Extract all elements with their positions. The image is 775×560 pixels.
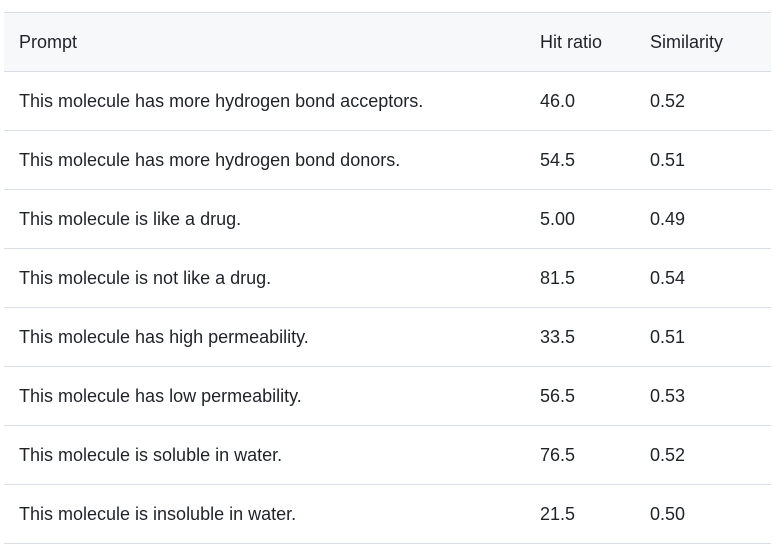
cell-prompt: This molecule has more hydrogen bond don… bbox=[4, 130, 527, 190]
cell-prompt: This molecule has more hydrogen bond acc… bbox=[4, 71, 527, 131]
cell-prompt: This molecule is not like a drug. bbox=[4, 248, 527, 308]
cell-similarity: 0.52 bbox=[637, 425, 771, 485]
table-row: This molecule is insoluble in water. 21.… bbox=[4, 484, 771, 544]
cell-similarity: 0.52 bbox=[637, 71, 771, 131]
cell-hit-ratio: 46.0 bbox=[527, 71, 637, 131]
header-row: Prompt Hit ratio Similarity bbox=[4, 12, 771, 72]
table-header: Prompt Hit ratio Similarity bbox=[4, 12, 771, 72]
table-row: This molecule is like a drug. 5.00 0.49 bbox=[4, 189, 771, 249]
results-table-container: Prompt Hit ratio Similarity This molecul… bbox=[4, 12, 771, 544]
header-prompt: Prompt bbox=[4, 12, 527, 72]
cell-prompt: This molecule is soluble in water. bbox=[4, 425, 527, 485]
results-table: Prompt Hit ratio Similarity This molecul… bbox=[4, 12, 771, 544]
table-row: This molecule has more hydrogen bond acc… bbox=[4, 71, 771, 131]
cell-similarity: 0.51 bbox=[637, 307, 771, 367]
header-similarity: Similarity bbox=[637, 12, 771, 72]
table-row: This molecule has more hydrogen bond don… bbox=[4, 130, 771, 190]
cell-prompt: This molecule is insoluble in water. bbox=[4, 484, 527, 544]
table-body: This molecule has more hydrogen bond acc… bbox=[4, 71, 771, 544]
cell-prompt: This molecule has low permeability. bbox=[4, 366, 527, 426]
cell-similarity: 0.49 bbox=[637, 189, 771, 249]
cell-prompt: This molecule has high permeability. bbox=[4, 307, 527, 367]
table-row: This molecule is soluble in water. 76.5 … bbox=[4, 425, 771, 485]
cell-prompt: This molecule is like a drug. bbox=[4, 189, 527, 249]
cell-similarity: 0.51 bbox=[637, 130, 771, 190]
table-row: This molecule has low permeability. 56.5… bbox=[4, 366, 771, 426]
cell-hit-ratio: 21.5 bbox=[527, 484, 637, 544]
cell-hit-ratio: 33.5 bbox=[527, 307, 637, 367]
cell-hit-ratio: 54.5 bbox=[527, 130, 637, 190]
cell-hit-ratio: 76.5 bbox=[527, 425, 637, 485]
cell-similarity: 0.54 bbox=[637, 248, 771, 308]
cell-hit-ratio: 81.5 bbox=[527, 248, 637, 308]
cell-similarity: 0.53 bbox=[637, 366, 771, 426]
cell-similarity: 0.50 bbox=[637, 484, 771, 544]
header-hit-ratio: Hit ratio bbox=[527, 12, 637, 72]
cell-hit-ratio: 56.5 bbox=[527, 366, 637, 426]
table-row: This molecule has high permeability. 33.… bbox=[4, 307, 771, 367]
cell-hit-ratio: 5.00 bbox=[527, 189, 637, 249]
table-row: This molecule is not like a drug. 81.5 0… bbox=[4, 248, 771, 308]
